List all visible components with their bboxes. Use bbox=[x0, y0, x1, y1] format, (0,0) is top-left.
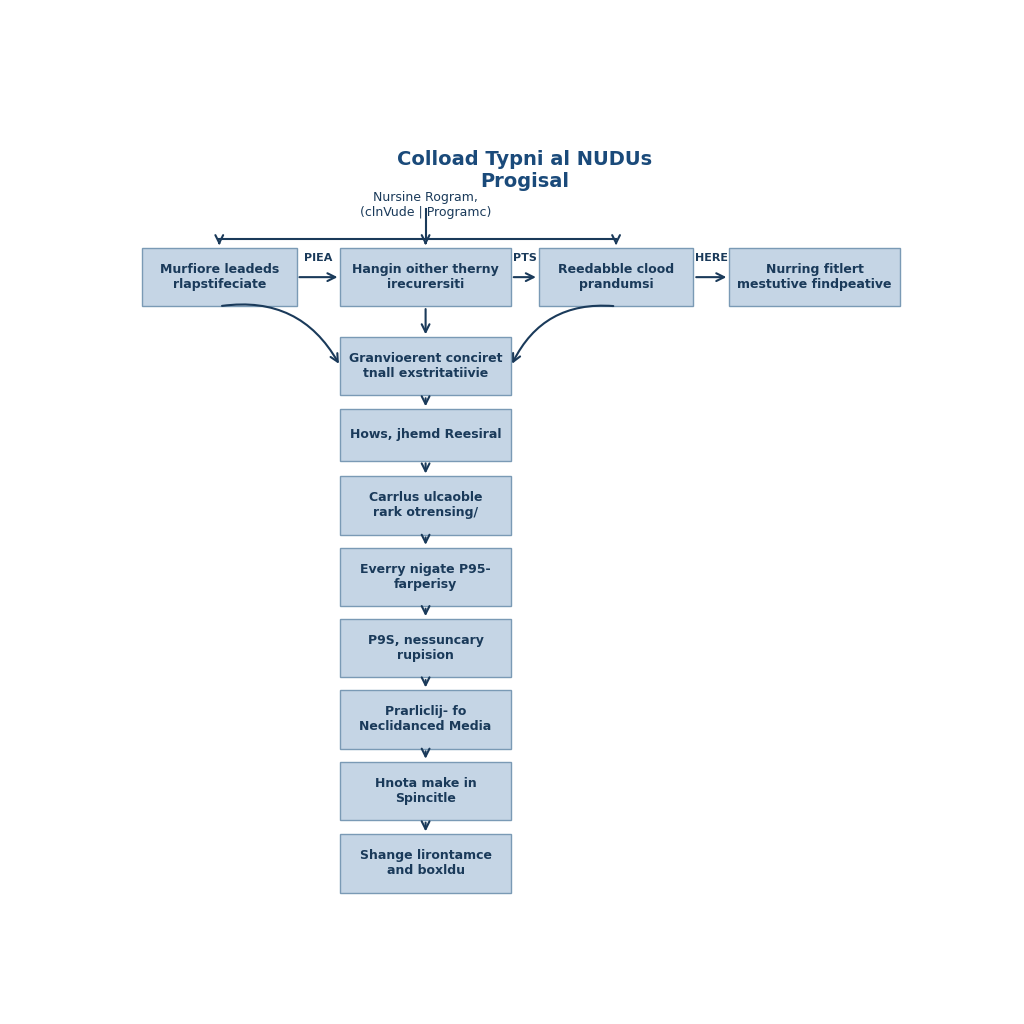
FancyBboxPatch shape bbox=[340, 762, 511, 820]
Text: Granvioerent conciret
tnall exstritatiivie: Granvioerent conciret tnall exstritatiiv… bbox=[349, 352, 503, 380]
FancyBboxPatch shape bbox=[340, 248, 511, 306]
Text: Shange lirontamce
and boxldu: Shange lirontamce and boxldu bbox=[359, 849, 492, 878]
FancyBboxPatch shape bbox=[340, 337, 511, 395]
FancyBboxPatch shape bbox=[340, 618, 511, 677]
Text: Prarliclij- fo
Neclidanced Media: Prarliclij- fo Neclidanced Media bbox=[359, 706, 492, 733]
FancyBboxPatch shape bbox=[340, 548, 511, 606]
FancyBboxPatch shape bbox=[142, 248, 297, 306]
FancyBboxPatch shape bbox=[340, 476, 511, 535]
Text: Reedabble clood
prandumsi: Reedabble clood prandumsi bbox=[558, 263, 674, 291]
Text: Carrlus ulcaoble
rark otrensing/: Carrlus ulcaoble rark otrensing/ bbox=[369, 492, 482, 519]
Text: Colload Typni al NUDUs
Progisal: Colload Typni al NUDUs Progisal bbox=[397, 151, 652, 191]
Text: Murfiore leadeds
rlapstifeciate: Murfiore leadeds rlapstifeciate bbox=[160, 263, 279, 291]
Text: Hnota make in
Spincitle: Hnota make in Spincitle bbox=[375, 776, 476, 805]
FancyBboxPatch shape bbox=[729, 248, 900, 306]
Text: Everry nigate P95-
farperisy: Everry nigate P95- farperisy bbox=[360, 563, 490, 591]
Text: P9S, nessuncary
rupision: P9S, nessuncary rupision bbox=[368, 634, 483, 663]
Text: Nursine Rogram,
(clnVude | Programc): Nursine Rogram, (clnVude | Programc) bbox=[359, 191, 492, 219]
Text: Hows, jhemd Reesiral: Hows, jhemd Reesiral bbox=[350, 428, 502, 441]
Text: PTS: PTS bbox=[513, 253, 537, 263]
Text: Nurring fitlert
mestutive findpeative: Nurring fitlert mestutive findpeative bbox=[737, 263, 892, 291]
Text: PIEA: PIEA bbox=[304, 253, 333, 263]
Text: HERE: HERE bbox=[695, 253, 728, 263]
FancyBboxPatch shape bbox=[539, 248, 693, 306]
Text: Hangin oither therny
irecurersiti: Hangin oither therny irecurersiti bbox=[352, 263, 499, 291]
FancyBboxPatch shape bbox=[340, 690, 511, 749]
FancyBboxPatch shape bbox=[340, 835, 511, 893]
FancyBboxPatch shape bbox=[340, 410, 511, 461]
